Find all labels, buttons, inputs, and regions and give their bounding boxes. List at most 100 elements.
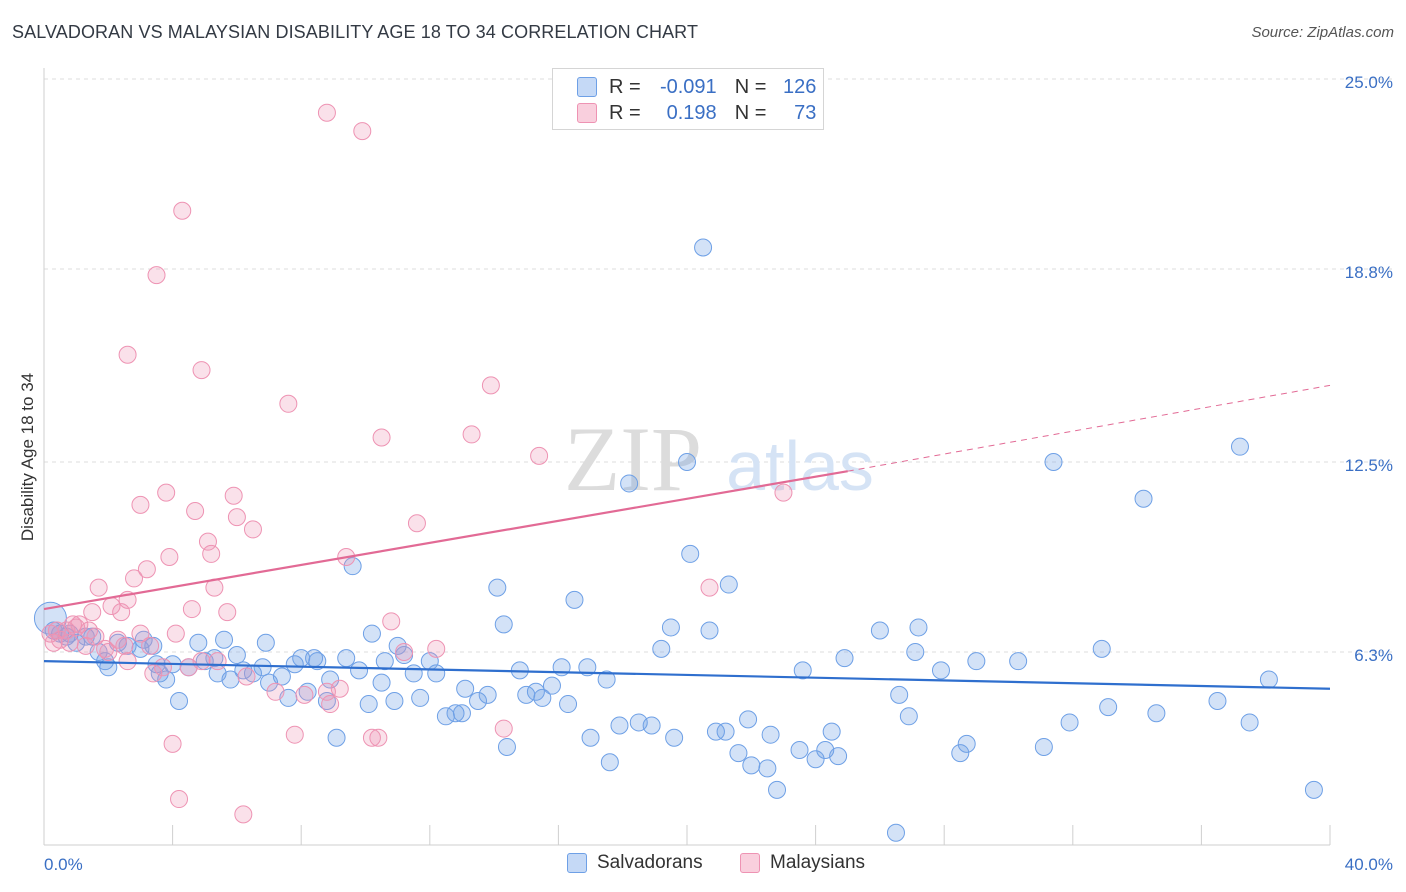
y-tick-label: 6.3%: [1354, 646, 1393, 665]
salvadorans-point: [600, 753, 619, 772]
salvadorans-point: [372, 673, 391, 692]
salvadorans-point: [957, 734, 976, 753]
axes: [43, 68, 1331, 846]
legend-item-salvadorans[interactable]: Salvadorans: [567, 852, 703, 874]
salvadorans-point: [1240, 713, 1259, 732]
salvadorans-point: [967, 652, 986, 671]
salvadorans-point: [189, 633, 208, 652]
malaysians-point: [279, 394, 298, 413]
salvadorans-point: [652, 639, 671, 658]
salvadorans-point: [385, 691, 404, 710]
y-tick-label: 25.0%: [1345, 73, 1393, 92]
n-value: 126: [783, 75, 817, 98]
x-tick-label: 0.0%: [44, 855, 83, 874]
salvadorans-point: [497, 737, 516, 756]
malaysians-point: [153, 658, 172, 677]
malaysians-point: [70, 615, 89, 634]
salvadorans-point: [565, 590, 584, 609]
salvadorans-point: [375, 652, 394, 671]
stats-legend: R = -0.091 N = 126 R = 0.198 N = 73: [552, 68, 824, 130]
malaysians-point: [218, 603, 237, 622]
malaysians-point: [99, 642, 118, 661]
malaysians-point: [330, 679, 349, 698]
salvadorans-point: [494, 615, 513, 634]
salvadorans-point: [170, 691, 189, 710]
malaysians-point: [182, 600, 201, 619]
salvadorans-trend-line: [43, 660, 1331, 690]
malaysians-point: [60, 633, 79, 652]
salvadorans-point: [253, 658, 272, 677]
salvadorans-point: [1009, 652, 1028, 671]
malaysians-point: [160, 547, 179, 566]
salvadorans-point: [931, 661, 950, 680]
salvadorans-point: [343, 557, 362, 576]
salvadorans-point: [700, 621, 719, 640]
salvadorans-point: [317, 691, 336, 710]
malaysians-point: [295, 685, 314, 704]
salvadorans-point: [793, 661, 812, 680]
malaysians-trend-extension: [847, 384, 1331, 472]
salvadorans-point: [1044, 453, 1063, 471]
salvadorans-point: [790, 741, 809, 760]
watermark-atlas: atlas: [726, 427, 874, 505]
source-label: Source: ZipAtlas.com: [1251, 24, 1394, 41]
malaysians-point: [234, 805, 253, 824]
salvadorans-point: [446, 704, 465, 723]
malaysians-point: [700, 578, 719, 597]
trend-lines: [43, 384, 1331, 690]
salvadorans-point: [694, 238, 713, 257]
malaysians-point: [382, 612, 401, 631]
malaysians-point: [96, 639, 115, 658]
salvadorans-point: [829, 747, 848, 766]
stats-swatch-malaysians: [577, 103, 597, 123]
malaysians-point: [141, 636, 160, 655]
malaysians-point: [157, 483, 176, 502]
malaysians-point: [317, 103, 336, 122]
x-tick-label: 40.0%: [1345, 855, 1393, 874]
malaysians-trend-line: [43, 470, 848, 611]
salvadorans-point: [729, 744, 748, 763]
salvadorans-point: [1092, 639, 1111, 658]
salvadorans-point: [870, 621, 889, 640]
salvadorans-point: [359, 695, 378, 714]
salvadorans-point: [411, 688, 430, 707]
malaysians-point: [192, 361, 211, 380]
legend-label-malaysians: Malaysians: [770, 852, 866, 873]
salvadorans-point: [665, 728, 684, 747]
malaysians-point: [362, 728, 381, 747]
malaysians-point: [395, 642, 414, 661]
salvadorans-point: [899, 707, 918, 726]
malaysians-point: [224, 486, 243, 505]
salvadorans-point: [456, 679, 475, 698]
salvadorans-point: [542, 676, 561, 695]
stats-swatch-salvadorans: [577, 77, 597, 97]
salvadorans-point: [578, 658, 597, 677]
salvadorans-point: [761, 725, 780, 744]
salvadorans-point: [886, 823, 905, 842]
malaysians-point: [137, 560, 156, 579]
malaysians-point: [144, 664, 163, 683]
salvadorans-point: [906, 642, 925, 661]
malaysians-point: [166, 624, 185, 643]
salvadorans-point: [337, 649, 356, 668]
legend-swatch-malaysians: [740, 853, 760, 873]
salvadorans-point: [706, 722, 725, 741]
legend-item-malaysians[interactable]: Malaysians: [740, 852, 865, 874]
salvadorans-point: [742, 756, 761, 775]
y-tick-label: 12.5%: [1345, 456, 1393, 475]
malaysians-point: [125, 569, 144, 588]
malaysians-point: [186, 502, 205, 521]
salvadorans-point: [308, 652, 327, 671]
malaysians-point: [173, 201, 192, 220]
salvadorans-point: [1230, 437, 1249, 456]
salvadorans-point: [1034, 737, 1053, 756]
salvadorans-point: [758, 759, 777, 778]
malaysians-point: [481, 376, 500, 395]
salvadorans-point: [835, 649, 854, 668]
grid-lines: [44, 78, 1395, 653]
r-value: 0.198: [666, 101, 717, 124]
malaysians-point: [321, 695, 340, 714]
malaysians-point: [227, 508, 246, 527]
malaysians-point: [118, 345, 137, 364]
salvadorans-point: [227, 646, 246, 665]
